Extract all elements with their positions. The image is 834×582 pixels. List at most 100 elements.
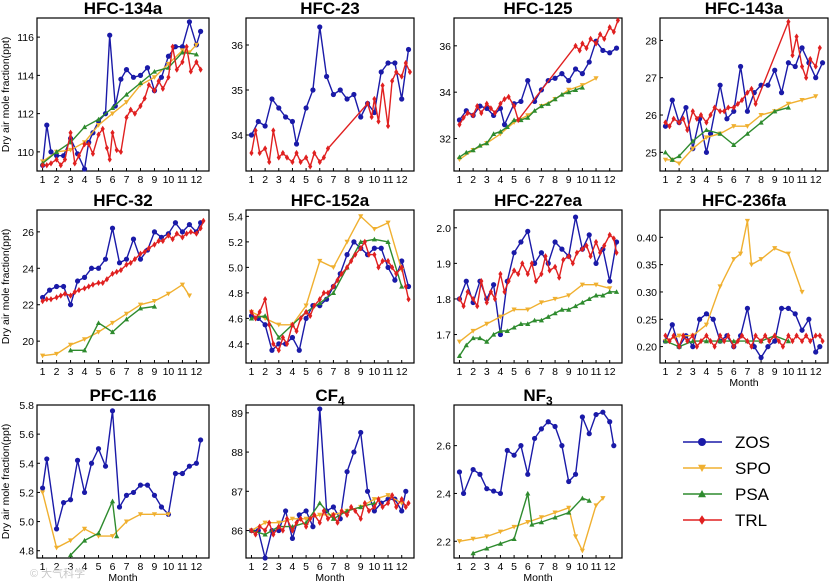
- x-tick-label: 5: [303, 366, 309, 378]
- x-tick-label: 10: [577, 561, 589, 573]
- data-point: [471, 295, 476, 303]
- data-point: [718, 332, 723, 339]
- series-trl: [40, 217, 206, 305]
- data-point: [785, 305, 791, 311]
- data-point: [376, 496, 381, 503]
- y-tick-label: 2.0: [436, 223, 451, 235]
- data-point: [475, 102, 480, 110]
- data-point: [456, 469, 463, 475]
- data-point: [372, 503, 377, 511]
- data-point: [331, 283, 336, 290]
- data-point: [731, 257, 737, 262]
- data-point: [456, 353, 463, 358]
- data-point: [380, 257, 385, 265]
- data-point: [598, 31, 603, 38]
- axes-frame: [36, 209, 210, 364]
- data-point: [786, 18, 791, 25]
- data-point: [137, 482, 144, 488]
- data-point: [511, 324, 517, 330]
- data-point: [731, 142, 737, 147]
- data-point: [484, 545, 490, 551]
- data-point: [484, 534, 490, 540]
- data-point: [344, 96, 350, 102]
- data-point: [600, 496, 606, 501]
- data-point: [331, 511, 336, 518]
- data-point: [358, 504, 364, 510]
- data-point: [123, 67, 130, 73]
- data-point: [48, 160, 54, 167]
- data-point: [731, 104, 736, 111]
- data-point: [717, 82, 723, 88]
- x-tick-label: 4: [82, 174, 88, 186]
- data-point: [296, 347, 302, 353]
- data-point: [114, 533, 120, 539]
- data-point: [497, 328, 504, 334]
- data-point: [506, 278, 511, 285]
- data-point: [607, 231, 612, 239]
- data-point: [280, 527, 285, 534]
- data-point: [124, 261, 129, 268]
- x-tick-label: 11: [177, 366, 188, 378]
- data-point: [685, 126, 690, 134]
- data-point: [276, 520, 282, 526]
- x-tick-label: 8: [344, 561, 350, 573]
- data-point: [267, 519, 272, 526]
- data-point: [753, 100, 758, 107]
- data-point: [298, 515, 303, 522]
- data-point: [290, 527, 295, 534]
- data-point: [262, 520, 268, 526]
- data-point: [799, 98, 805, 103]
- data-point: [744, 131, 751, 136]
- panel-title: HFC-23: [300, 0, 360, 18]
- x-tick-label: 12: [396, 174, 408, 186]
- data-point: [497, 529, 504, 535]
- data-point: [511, 117, 517, 123]
- data-point: [325, 515, 331, 522]
- data-point: [349, 503, 354, 511]
- series-line: [458, 39, 617, 127]
- x-tick-label: 1: [40, 561, 46, 573]
- x-tick-label: 10: [577, 366, 589, 378]
- x-tick-label: 3: [68, 366, 74, 378]
- data-point: [479, 109, 484, 117]
- data-point: [371, 236, 377, 242]
- data-point: [497, 331, 504, 338]
- data-point: [559, 91, 565, 97]
- data-point: [308, 163, 313, 170]
- axes-frame: [36, 17, 210, 172]
- data-point: [497, 541, 504, 546]
- x-tick-label: 8: [138, 174, 144, 186]
- data-point: [572, 471, 579, 477]
- data-point: [607, 289, 613, 294]
- panel-title: HFC-236fa: [702, 191, 787, 210]
- data-point: [504, 447, 510, 454]
- data-point: [271, 127, 276, 134]
- x-tick-label: 12: [191, 561, 203, 573]
- panel-title: HFC-125: [504, 0, 573, 18]
- data-point: [255, 118, 261, 125]
- x-tick-label: 7: [124, 174, 130, 186]
- data-point: [552, 310, 558, 316]
- data-point: [249, 527, 254, 534]
- data-point: [662, 149, 669, 155]
- data-point: [545, 419, 551, 425]
- data-point: [253, 127, 258, 134]
- data-point: [539, 270, 544, 278]
- x-tick-label: 10: [163, 174, 175, 186]
- data-point: [790, 338, 795, 345]
- data-point: [593, 76, 599, 81]
- data-point: [110, 129, 115, 136]
- x-tick-label: 4: [290, 174, 296, 186]
- data-point: [378, 69, 384, 75]
- data-point: [53, 526, 60, 532]
- y-tick-label: 88: [231, 447, 243, 459]
- data-point: [790, 52, 795, 59]
- data-point: [172, 220, 179, 226]
- data-point: [598, 249, 603, 256]
- x-tick-label: 1: [457, 561, 463, 573]
- data-point: [710, 316, 716, 322]
- data-point: [538, 426, 545, 432]
